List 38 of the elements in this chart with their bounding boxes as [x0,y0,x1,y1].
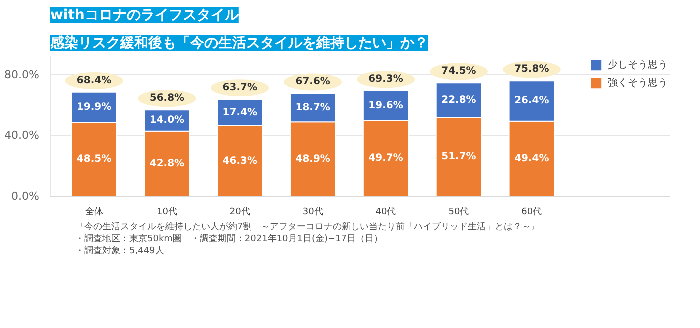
total-label: 63.7% [222,82,258,94]
data-label: 49.4% [514,153,550,164]
data-label: 48.5% [76,154,112,166]
x-tick-label: 40代 [376,206,396,218]
total-label: 56.8% [150,93,185,104]
data-label: 46.3% [222,156,258,167]
data-label: 48.9% [296,154,330,165]
y-tick-label: 80.0% [4,68,40,82]
data-label: 26.4% [514,96,550,107]
total-label: 67.6% [296,76,330,88]
chart-title: withコロナのライフスタイル [50,8,240,24]
total-label: 69.3% [368,74,404,86]
chart-subtitle: 感染リスク緩和後も「今の生活スタイルを維持したい」か？ [50,34,428,52]
total-label: 68.4% [76,76,112,86]
x-tick-label: 20代 [230,206,250,218]
data-label: 17.4% [222,107,258,118]
data-label: 42.8% [150,158,185,170]
x-tick-label: 30代 [302,206,324,218]
total-label: 75.8% [514,64,550,76]
data-label: 19.9% [76,102,112,114]
total-label: 74.5% [442,66,476,78]
x-tick-label: 60代 [522,206,542,218]
data-label: 51.7% [442,152,476,163]
x-tick-label: 10代 [156,206,178,218]
data-label: 14.0% [150,115,185,126]
legend-label: 少しそう思う [608,58,668,72]
text: ・調査対象：5,449人 [76,246,164,256]
text: 『今の生活スタイルを維持したい人が約7割 ～アフターコロナの新しい当たり前「ハイブリッド生活」とは？～』 [76,222,540,232]
data-label: 22.8% [442,94,476,106]
y-tick-label: 0.0% [12,190,40,203]
legend-label: 強くそう思う [608,77,668,90]
y-tick-label: 40.0% [4,129,40,142]
data-label: 19.6% [368,100,404,112]
x-tick-label: 全体 [85,206,104,218]
text: ・調査地区：東京50km圏 ・調査期間：2021年10月1日(金)−17日（日） [76,234,384,244]
x-tick-label: 50代 [448,206,470,218]
data-label: 49.7% [368,153,404,164]
data-label: 18.7% [296,102,330,114]
